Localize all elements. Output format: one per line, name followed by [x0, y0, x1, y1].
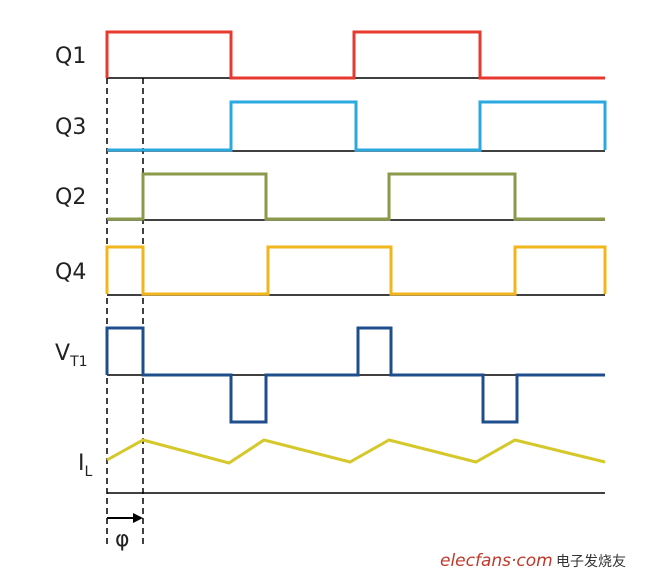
label-q3: Q3 [55, 115, 86, 140]
q2-wave [107, 172, 605, 221]
phase-arrow [107, 513, 143, 523]
label-il: IL [78, 451, 93, 480]
dashed-markers [106, 78, 144, 548]
watermark-site: elecfans·com [440, 551, 553, 571]
label-q2: Q2 [55, 185, 86, 210]
label-sub: T1 [69, 354, 87, 370]
vt1-wave [105, 326, 605, 424]
label-q4: Q4 [55, 260, 86, 285]
label-vt1: VT1 [55, 341, 88, 370]
il-wave [106, 438, 606, 465]
q3-wave [107, 100, 607, 152]
label-sub: L [85, 464, 93, 480]
phase-label: φ [115, 527, 130, 552]
q4-wave [105, 245, 607, 296]
watermark-cn: 电子发烧友 [556, 554, 626, 570]
label-main: V [55, 341, 70, 366]
label-q1: Q1 [55, 44, 86, 69]
q1-wave [105, 30, 605, 80]
label-main: I [78, 451, 85, 476]
